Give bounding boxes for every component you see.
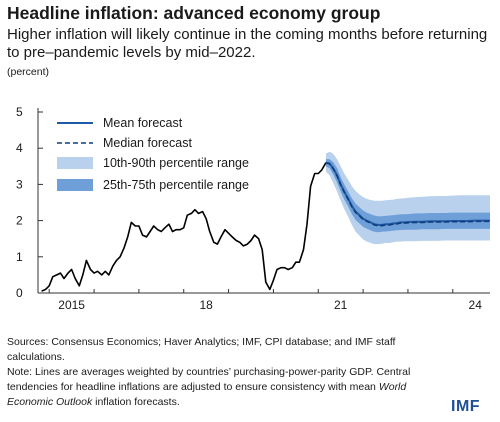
note-prefix: Note: Lines are averages weighted by cou… (7, 366, 411, 393)
y-tick-label: 0 (16, 286, 23, 300)
x-tick-label: 18 (199, 298, 213, 312)
chart-subtitle: Higher inflation will likely continue in… (7, 26, 488, 61)
legend-swatch-p25_75 (57, 179, 93, 191)
legend-swatch-p10_90 (57, 157, 93, 169)
sources-text: Sources: Consensus Economics; Haver Anal… (7, 336, 396, 363)
x-tick-label: 21 (334, 298, 348, 312)
legend-label-median: Median forecast (103, 136, 192, 150)
series-lines (41, 161, 490, 292)
median-forecast-line (325, 161, 490, 227)
y-tick-label: 5 (16, 105, 23, 119)
legend-label-p25_75: 25th-75th percentile range (103, 178, 249, 192)
x-tick-label: 2015 (58, 298, 85, 312)
note-suffix: inflation forecasts. (92, 396, 180, 408)
imf-logo: IMF (451, 398, 481, 415)
x-tick-label: 24 (469, 298, 483, 312)
chart-title: Headline inflation: advanced economy gro… (7, 3, 381, 23)
percentile-bands (325, 151, 490, 245)
chart-legend: Mean forecast Median forecast 10th-90th pe… (57, 116, 249, 192)
y-tick-label: 4 (16, 141, 23, 155)
legend-label-p10_90: 10th-90th percentile range (103, 156, 249, 170)
band-25-75 (325, 159, 490, 233)
inflation-chart: 0 1 2 3 4 5 2015 18 21 24 Mean forecast Median for… (16, 105, 490, 312)
chart-notes: Sources: Consensus Economics; Haver Anal… (7, 335, 447, 410)
unit-label: (percent) (7, 66, 50, 78)
y-tick-label: 3 (16, 177, 23, 191)
note-text: Note: Lines are averages weighted by cou… (7, 365, 447, 410)
note-italic: World Economic Outlook (7, 381, 407, 408)
legend-label-mean: Mean forecast (103, 116, 183, 130)
history-line (41, 162, 327, 292)
chart-axes: 0 1 2 3 4 5 2015 18 21 24 (16, 105, 490, 312)
y-tick-label: 2 (16, 214, 23, 228)
y-tick-label: 1 (16, 250, 23, 264)
